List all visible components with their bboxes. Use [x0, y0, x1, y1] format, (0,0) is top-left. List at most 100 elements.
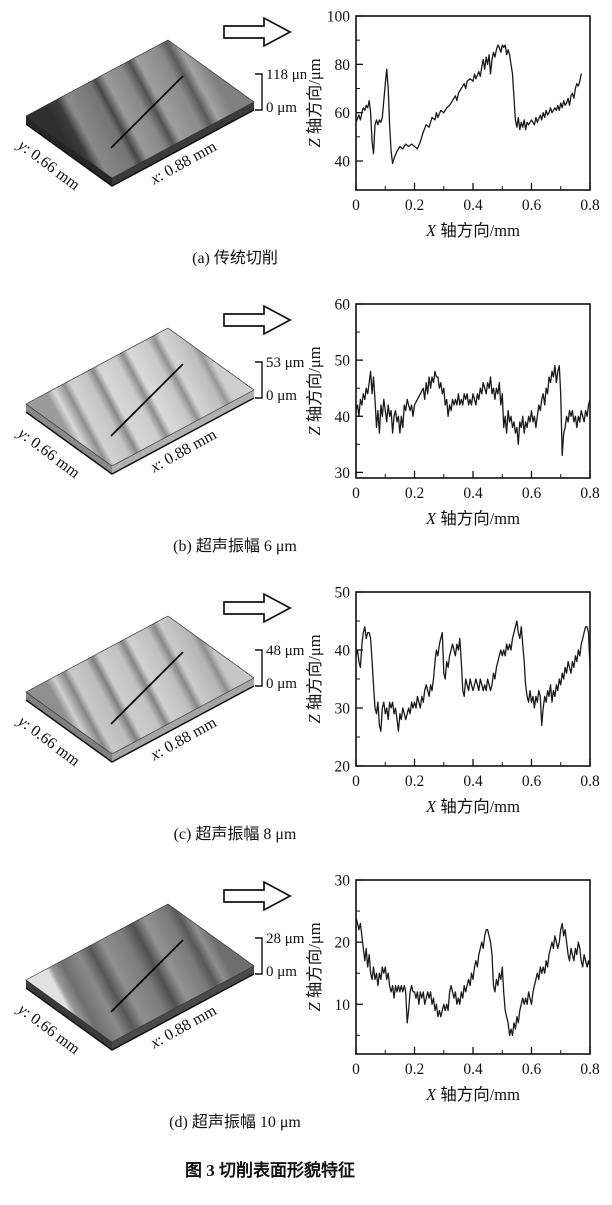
x-tick-label: 0.2	[405, 485, 424, 502]
x-tick-label: 0	[352, 773, 360, 790]
surface-base-edge	[25, 397, 255, 475]
height-scale-bracket	[255, 361, 263, 399]
chart-x-axis-label: X 轴方向/mm	[425, 1085, 520, 1104]
profile-chart: 20 30 40 50 0 0.2 0.4 0.6 0.8 Z 轴方向/μm X 轴方向/mm	[306, 585, 600, 817]
figure-row: 48 μm 0 μm y: 0.66 mm x: 0.88 mm 20 30 40 50 0 0…	[0, 580, 612, 844]
y-tick-label: 100	[327, 9, 351, 26]
surface-cell: 118 μm 0 μm y: 0.66 mm x: 0.88 mm	[0, 4, 306, 242]
arrow-right-icon	[223, 16, 292, 48]
y-tick-label: 60	[335, 297, 351, 314]
figure-row: 53 μm 0 μm y: 0.66 mm x: 0.88 mm 30 40 50 60 0 0…	[0, 292, 612, 556]
profile-chart: 40 60 80 100 0 0.2 0.4 0.6 0.8 Z 轴方向/μm X 轴方向/mm	[306, 9, 600, 241]
surface-cell: 28 μm 0 μm y: 0.66 mm x: 0.88 mm	[0, 868, 306, 1106]
surface-left-face	[26, 692, 112, 762]
y-tick-label: 40	[335, 154, 351, 171]
surface-top-face	[25, 903, 255, 1043]
row-main: 28 μm 0 μm y: 0.66 mm x: 0.88 mm 10 20 30 0 0.2…	[0, 868, 612, 1108]
surface-left-face	[26, 116, 112, 186]
surface-cell: 53 μm 0 μm y: 0.66 mm x: 0.88 mm	[0, 292, 306, 530]
x-tick-label: 0.6	[522, 485, 542, 502]
x-tick-label: 0	[352, 1061, 360, 1078]
row-main: 118 μm 0 μm y: 0.66 mm x: 0.88 mm 40 60 80 100…	[0, 4, 612, 244]
arrow-right-icon	[223, 880, 292, 912]
height-max-label: 48 μm	[266, 643, 305, 659]
chart-x-axis-label: X 轴方向/mm	[425, 221, 520, 240]
row-caption: (b) 超声振幅 6 μm	[173, 538, 297, 555]
height-scale-bracket	[255, 73, 263, 111]
x-tick-label: 0.8	[580, 485, 600, 502]
chart-cell: 40 60 80 100 0 0.2 0.4 0.6 0.8 Z 轴方向/μm X 轴方向/mm	[306, 4, 612, 244]
arrow-right-icon	[223, 592, 292, 624]
height-max-label: 28 μm	[266, 931, 305, 947]
y-tick-label: 10	[335, 997, 351, 1014]
y-tick-label: 30	[335, 465, 351, 482]
x-tick-label: 0.8	[580, 1061, 600, 1078]
row-caption: (a) 传统切削	[192, 250, 278, 267]
row-caption: (d) 超声振幅 10 μm	[169, 1114, 301, 1131]
surface-front-face	[112, 678, 254, 762]
profile-line	[355, 365, 591, 457]
surface-base-edge	[25, 685, 255, 763]
height-scale-bracket	[255, 937, 263, 975]
x-tick-label: 0	[352, 485, 360, 502]
rows-container: 118 μm 0 μm y: 0.66 mm x: 0.88 mm 40 60 80 100…	[0, 4, 612, 1132]
profile-measure-line	[110, 75, 184, 149]
chart-frame	[355, 15, 591, 191]
chart-x-axis-label: X 轴方向/mm	[425, 797, 520, 816]
profile-chart: 30 40 50 60 0 0.2 0.4 0.6 0.8 Z 轴方向/μm X 轴方向/mm	[306, 297, 600, 529]
surface-front-face	[112, 966, 254, 1050]
x-tick-label: 0.6	[522, 773, 542, 790]
chart-x-axis-label: X 轴方向/mm	[425, 509, 520, 528]
y-tick-label: 40	[335, 643, 351, 660]
x-tick-label: 0.4	[463, 773, 483, 790]
height-min-label: 0 μm	[266, 388, 297, 404]
x-tick-label: 0.2	[405, 1061, 424, 1078]
surface-base-edge	[25, 109, 255, 187]
chart-frame	[355, 591, 591, 767]
chart-y-axis-label: Z 轴方向/μm	[306, 922, 324, 1011]
profile-line	[355, 44, 582, 165]
surface-top-face	[25, 615, 255, 755]
y-tick-label: 40	[335, 409, 351, 426]
x-tick-label: 0.4	[463, 197, 483, 214]
figure-row: 118 μm 0 μm y: 0.66 mm x: 0.88 mm 40 60 80 100…	[0, 4, 612, 268]
x-tick-label: 0.8	[580, 197, 600, 214]
profile-measure-line	[110, 363, 184, 437]
row-caption: (c) 超声振幅 8 μm	[173, 826, 297, 843]
surface-cell: 48 μm 0 μm y: 0.66 mm x: 0.88 mm	[0, 580, 306, 818]
chart-y-axis-label: Z 轴方向/μm	[306, 58, 324, 147]
row-main: 48 μm 0 μm y: 0.66 mm x: 0.88 mm 20 30 40 50 0 0…	[0, 580, 612, 820]
y-tick-label: 50	[335, 353, 351, 370]
profile-line	[355, 620, 591, 732]
height-min-label: 0 μm	[266, 100, 297, 116]
x-tick-label: 0.2	[405, 197, 424, 214]
surface-3d-image: 118 μm0 μmy: 0.66 mm x: 0.88 mm	[13, 16, 306, 194]
figure-caption: 图 3 切削表面形貌特征	[185, 1161, 355, 1180]
surface-left-face	[26, 980, 112, 1050]
x-tick-label: 0.6	[522, 1061, 542, 1078]
x-tick-label: 0.6	[522, 197, 542, 214]
x-tick-label: 0.4	[463, 485, 483, 502]
height-scale-bracket	[255, 649, 263, 687]
chart-y-axis-label: Z 轴方向/μm	[306, 634, 324, 723]
surface-top-face	[25, 39, 255, 179]
y-tick-label: 20	[335, 759, 351, 776]
x-tick-label: 0.2	[405, 773, 424, 790]
x-tick-label: 0.8	[580, 773, 600, 790]
chart-cell: 30 40 50 60 0 0.2 0.4 0.6 0.8 Z 轴方向/μm X 轴方向/mm	[306, 292, 612, 532]
arrow-right-icon	[223, 304, 292, 336]
profile-measure-line	[110, 651, 184, 725]
surface-top-face	[25, 327, 255, 467]
y-tick-label: 50	[335, 585, 351, 602]
chart-frame	[355, 303, 591, 479]
y-tick-label: 80	[335, 57, 351, 74]
height-min-label: 0 μm	[266, 964, 297, 980]
surface-base-edge	[25, 973, 255, 1051]
y-tick-label: 30	[335, 701, 351, 718]
y-tick-label: 60	[335, 105, 351, 122]
height-min-label: 0 μm	[266, 676, 297, 692]
height-max-label: 53 μm	[266, 355, 305, 371]
chart-frame	[355, 879, 591, 1055]
profile-chart: 10 20 30 0 0.2 0.4 0.6 0.8 Z 轴方向/μm X 轴方向/mm	[306, 873, 600, 1105]
